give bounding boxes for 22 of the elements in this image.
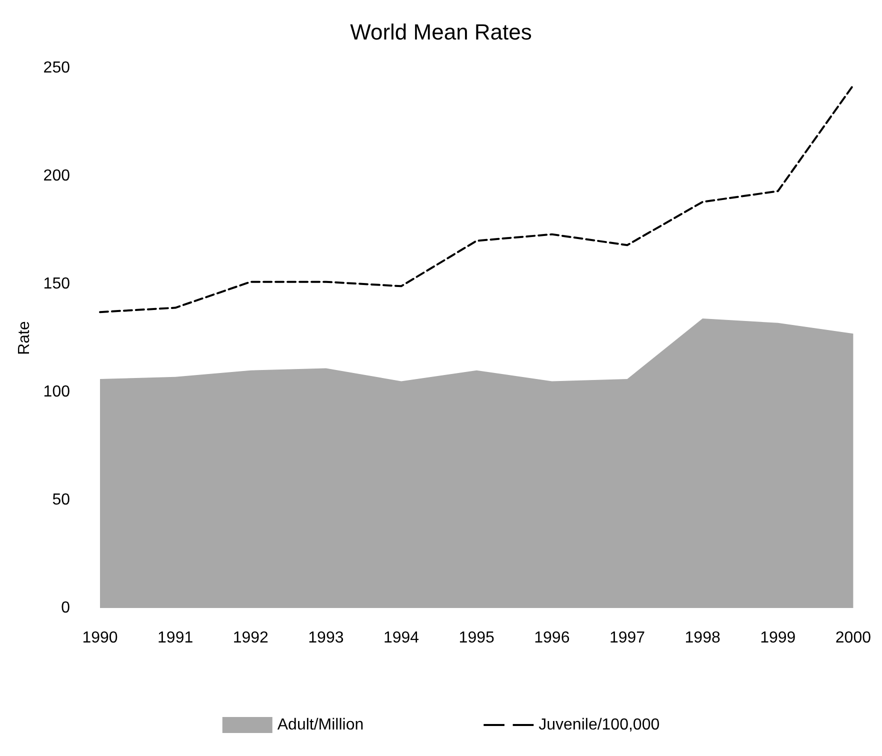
x-tick-label: 2000 bbox=[835, 630, 872, 646]
x-tick-label: 1993 bbox=[308, 630, 344, 646]
y-tick-label: 250 bbox=[43, 60, 70, 76]
chart-title: World Mean Rates bbox=[350, 20, 532, 44]
x-tick-label: 1995 bbox=[458, 630, 494, 646]
x-tick-label: 1999 bbox=[760, 630, 796, 646]
y-tick-label: 0 bbox=[61, 600, 70, 616]
x-tick-label: 1990 bbox=[82, 630, 118, 646]
y-tick-label: 50 bbox=[52, 492, 70, 508]
y-tick-label: 100 bbox=[43, 384, 70, 400]
y-tick-label: 200 bbox=[43, 168, 70, 184]
x-tick-label: 1992 bbox=[232, 630, 269, 646]
y-tick-label: 150 bbox=[43, 276, 70, 292]
legend-label: Adult/Million bbox=[277, 716, 364, 734]
x-tick-label: 1998 bbox=[684, 630, 720, 646]
x-tick-label: 1997 bbox=[609, 630, 646, 646]
line-series bbox=[99, 84, 854, 314]
legend-label: Juvenile/100,000 bbox=[538, 716, 660, 734]
x-tick-label: 1994 bbox=[383, 630, 420, 646]
x-tick-label: 1996 bbox=[534, 630, 570, 646]
y-axis-title: Rate bbox=[16, 321, 33, 355]
x-tick-label: 1991 bbox=[158, 630, 194, 646]
